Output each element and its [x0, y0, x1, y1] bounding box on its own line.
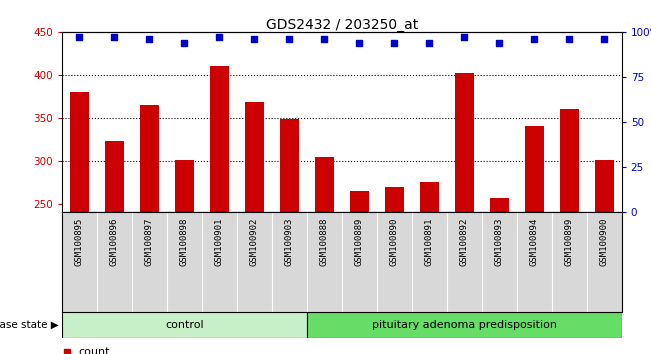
- Text: GSM100891: GSM100891: [424, 217, 434, 266]
- Text: disease state ▶: disease state ▶: [0, 320, 59, 330]
- Bar: [314, 156, 334, 212]
- Text: GSM100899: GSM100899: [564, 217, 574, 266]
- Text: GSM100897: GSM100897: [145, 217, 154, 266]
- Text: control: control: [165, 320, 204, 330]
- Bar: [385, 187, 404, 212]
- Point: [389, 40, 400, 46]
- Point: [564, 36, 574, 42]
- Point: [599, 36, 609, 42]
- Text: GSM100894: GSM100894: [530, 217, 539, 266]
- Bar: [62, 312, 307, 338]
- Text: GSM100888: GSM100888: [320, 217, 329, 266]
- Text: GSM100901: GSM100901: [215, 217, 224, 266]
- Point: [249, 36, 260, 42]
- Bar: [210, 66, 229, 212]
- Bar: [594, 160, 614, 212]
- Bar: [70, 92, 89, 212]
- Text: GSM100889: GSM100889: [355, 217, 364, 266]
- Point: [179, 40, 189, 46]
- Bar: [490, 198, 509, 212]
- Text: GSM100890: GSM100890: [390, 217, 399, 266]
- Bar: [174, 160, 194, 212]
- Bar: [420, 182, 439, 212]
- Bar: [245, 102, 264, 212]
- Text: GSM100900: GSM100900: [600, 217, 609, 266]
- Bar: [280, 119, 299, 212]
- Text: GSM100893: GSM100893: [495, 217, 504, 266]
- Bar: [307, 312, 622, 338]
- Bar: [454, 73, 474, 212]
- Point: [529, 36, 540, 42]
- Bar: [140, 105, 159, 212]
- Text: GSM100892: GSM100892: [460, 217, 469, 266]
- Point: [214, 34, 225, 40]
- Bar: [105, 141, 124, 212]
- Text: GSM100896: GSM100896: [110, 217, 119, 266]
- Text: GDS2432 / 203250_at: GDS2432 / 203250_at: [266, 18, 418, 32]
- Text: GSM100903: GSM100903: [284, 217, 294, 266]
- Text: pituitary adenoma predisposition: pituitary adenoma predisposition: [372, 320, 557, 330]
- Text: GSM100898: GSM100898: [180, 217, 189, 266]
- Bar: [350, 191, 369, 212]
- Point: [144, 36, 154, 42]
- Point: [459, 34, 469, 40]
- Point: [319, 36, 329, 42]
- Point: [354, 40, 365, 46]
- Bar: [560, 109, 579, 212]
- Text: GSM100902: GSM100902: [250, 217, 259, 266]
- Point: [74, 34, 85, 40]
- Bar: [525, 126, 544, 212]
- Text: count: count: [79, 347, 110, 354]
- Text: GSM100895: GSM100895: [75, 217, 84, 266]
- Point: [109, 34, 120, 40]
- Point: [424, 40, 434, 46]
- Point: [247, 70, 258, 76]
- Point: [284, 36, 294, 42]
- Point: [494, 40, 505, 46]
- Point: [247, 263, 258, 269]
